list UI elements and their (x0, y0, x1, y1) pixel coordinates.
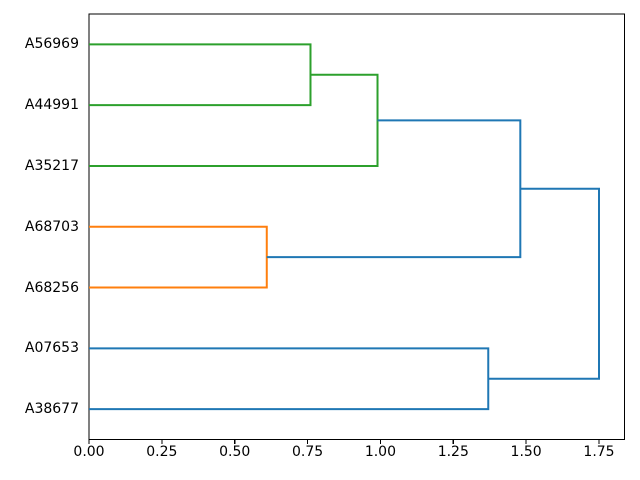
leaf-label: A38677 (24, 401, 79, 418)
x-tick-label: 1.75 (583, 444, 615, 460)
x-tick-label: 1.00 (364, 444, 396, 460)
dendrogram-link (89, 73, 379, 167)
dendrogram-link (89, 347, 490, 411)
x-tick-label: 1.25 (437, 444, 469, 460)
leaf-label: A68703 (24, 218, 79, 235)
leaf-label: A56969 (24, 36, 79, 53)
leaf-label: A68256 (24, 279, 79, 296)
leaf-label: A07653 (24, 340, 79, 357)
leaf-label: A44991 (24, 97, 79, 114)
x-tick-label: 1.50 (510, 444, 542, 460)
x-tick-label: 0.50 (219, 444, 251, 460)
x-tick-label: 0.25 (146, 444, 178, 460)
dendrogram-link (266, 119, 522, 259)
dendrogram-link (89, 43, 312, 107)
dendrogram-link (89, 225, 268, 289)
dendrogram-link (488, 187, 600, 380)
leaf-label: A35217 (24, 157, 79, 174)
x-tick-label: 0.75 (291, 444, 324, 460)
x-tick-label: 0.00 (73, 444, 105, 460)
